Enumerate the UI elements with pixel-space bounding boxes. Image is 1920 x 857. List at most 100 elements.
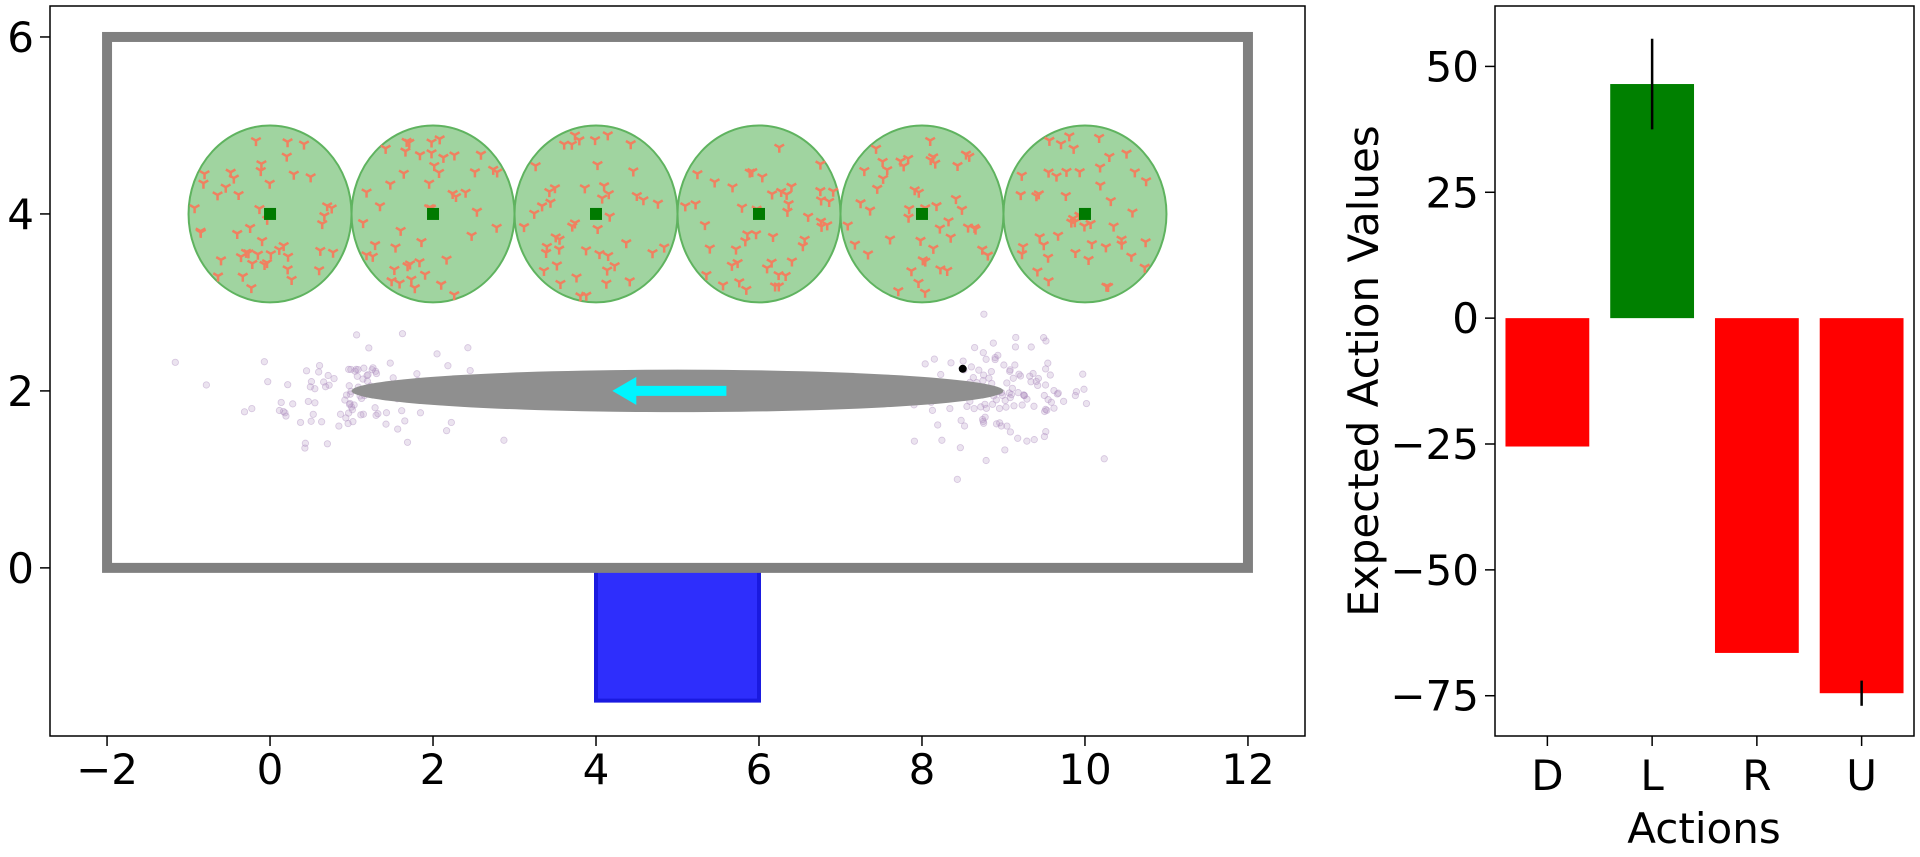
- tri-marker: [692, 169, 703, 180]
- tri-marker: [799, 235, 811, 245]
- cloud-point: [963, 402, 971, 410]
- cloud-point: [351, 367, 359, 375]
- tri-marker: [1031, 267, 1043, 277]
- cloud-point: [1020, 392, 1028, 400]
- cloud-point: [368, 366, 376, 374]
- cloud-point: [1002, 403, 1010, 411]
- tri-marker: [934, 224, 946, 234]
- tri-marker: [943, 217, 954, 227]
- circle-center-marker: [915, 207, 928, 220]
- cloud-point: [1014, 389, 1022, 397]
- cloud-point: [1011, 361, 1019, 369]
- tri-marker: [580, 245, 592, 256]
- tri-marker: [416, 237, 427, 248]
- cloud-point: [1100, 455, 1108, 463]
- bar: [1505, 318, 1590, 447]
- tri-marker: [1103, 152, 1115, 162]
- tri-marker: [1140, 237, 1152, 248]
- tri-marker: [447, 189, 459, 199]
- tri-marker: [781, 190, 793, 200]
- x-tick-label: 4: [583, 745, 610, 794]
- tri-marker: [602, 251, 614, 262]
- x-tick-label: 10: [1058, 745, 1111, 794]
- cloud-point: [960, 422, 969, 430]
- cloud-point: [416, 409, 425, 417]
- tri-marker: [783, 199, 795, 210]
- tri-marker: [212, 272, 224, 282]
- cloud-point: [1040, 391, 1048, 400]
- tri-marker: [589, 135, 601, 146]
- tri-marker: [471, 207, 483, 217]
- bar-x-axis-label: Actions: [1627, 804, 1780, 853]
- cloud-point: [323, 440, 332, 448]
- tri-marker: [1140, 176, 1152, 187]
- cloud-point: [995, 404, 1004, 413]
- tri-marker: [767, 232, 779, 242]
- tri-marker: [699, 220, 711, 231]
- tri-marker: [733, 278, 745, 288]
- tri-marker: [438, 153, 449, 163]
- tri-marker: [736, 203, 748, 213]
- cloud-point: [1042, 365, 1050, 373]
- cloud-point: [1030, 436, 1038, 444]
- cloud-point: [988, 400, 997, 408]
- tri-marker: [945, 233, 957, 243]
- tri-marker: [400, 147, 411, 157]
- tri-marker: [414, 150, 426, 161]
- cloud-point: [311, 385, 319, 393]
- cloud-point: [971, 343, 979, 352]
- cloud-point: [992, 396, 1000, 404]
- tri-marker: [858, 166, 870, 177]
- tri-marker: [596, 194, 608, 204]
- circle-center-marker: [752, 207, 765, 220]
- cloud-point: [344, 419, 352, 428]
- tri-marker: [982, 251, 994, 261]
- cloud-point: [910, 437, 918, 445]
- tri-marker: [773, 143, 785, 153]
- tri-marker: [278, 241, 290, 252]
- cloud-point: [260, 358, 268, 366]
- cloud-point: [359, 375, 367, 383]
- cloud-point: [934, 421, 942, 429]
- cloud-point: [928, 406, 937, 414]
- cloud-point: [1000, 361, 1008, 369]
- bar: [1819, 318, 1904, 694]
- tri-marker: [384, 180, 396, 190]
- tri-marker: [487, 165, 499, 175]
- cloud-point: [443, 427, 451, 435]
- tri-marker: [871, 184, 883, 194]
- tri-marker: [906, 266, 917, 277]
- cloud-point: [444, 362, 452, 370]
- map-y-ticks: 0 2 4 6: [7, 13, 50, 593]
- tri-marker: [466, 231, 478, 241]
- tri-marker: [1055, 139, 1067, 150]
- tri-marker: [361, 250, 372, 261]
- tri-marker: [769, 282, 781, 292]
- tri-marker: [1094, 181, 1106, 191]
- cloud-point: [956, 444, 964, 452]
- tri-marker: [433, 168, 445, 178]
- tri-marker: [553, 245, 565, 255]
- tri-marker: [786, 182, 797, 192]
- tri-marker: [929, 159, 941, 169]
- cloud-point: [320, 378, 328, 386]
- cloud-point: [967, 363, 975, 371]
- cloud-point: [318, 418, 326, 426]
- cloud-point: [360, 364, 368, 372]
- tri-marker: [1116, 240, 1128, 250]
- tri-marker: [609, 261, 621, 272]
- tri-marker: [658, 243, 670, 253]
- cloud-point: [1053, 390, 1061, 398]
- cloud-point: [347, 403, 356, 411]
- tri-marker: [460, 188, 471, 198]
- cloud-point: [306, 383, 314, 391]
- tri-marker: [976, 245, 988, 255]
- tri-marker: [195, 228, 207, 238]
- tri-marker: [902, 154, 914, 164]
- tri-marker: [952, 161, 963, 171]
- cloud-point: [1050, 404, 1058, 412]
- tri-marker: [256, 236, 268, 247]
- tri-marker: [927, 244, 939, 254]
- bar-y-ticks: 50 25 0 −25 −50 −75: [1390, 42, 1495, 721]
- tri-marker: [601, 266, 613, 276]
